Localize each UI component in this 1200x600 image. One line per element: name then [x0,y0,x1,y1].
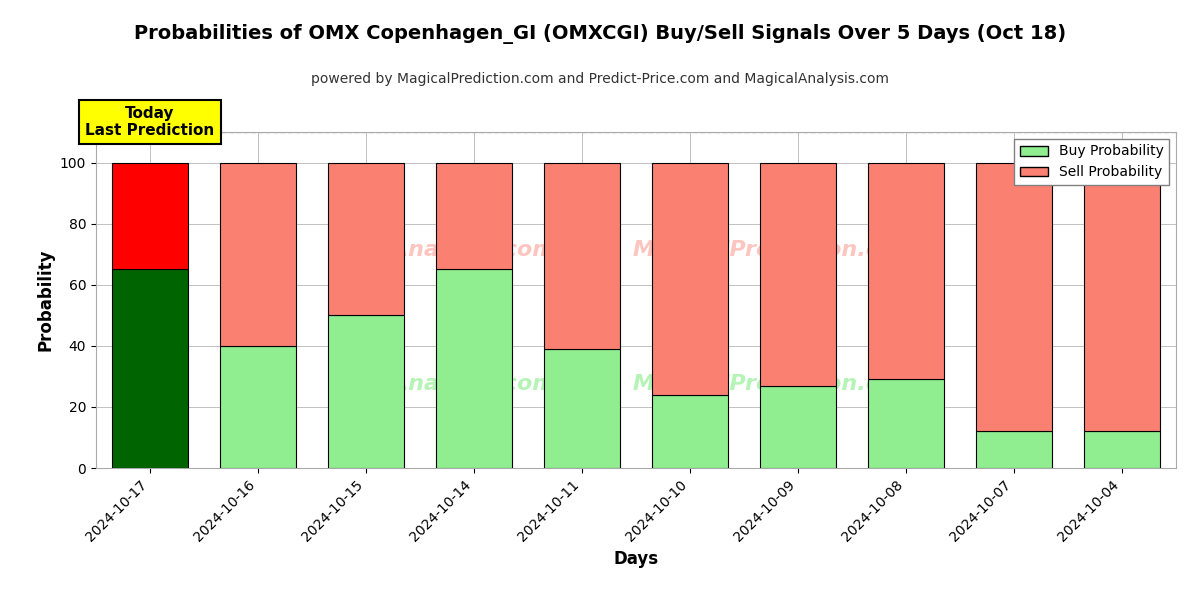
Legend: Buy Probability, Sell Probability: Buy Probability, Sell Probability [1014,139,1169,185]
Bar [653,395,728,468]
Text: Probabilities of OMX Copenhagen_GI (OMXCGI) Buy/Sell Signals Over 5 Days (Oct 18: Probabilities of OMX Copenhagen_GI (OMXC… [134,24,1066,44]
Bar [113,163,188,269]
Text: Today
Last Prediction: Today Last Prediction [85,106,215,138]
Bar [1085,163,1159,431]
Bar [437,269,512,468]
Text: calAnalysis.com          MagicalPrediction.com: calAnalysis.com MagicalPrediction.com [355,239,917,260]
Y-axis label: Probability: Probability [36,249,54,351]
Text: powered by MagicalPrediction.com and Predict-Price.com and MagicalAnalysis.com: powered by MagicalPrediction.com and Pre… [311,72,889,86]
Bar [761,163,836,386]
Bar [869,379,944,468]
Bar [329,315,403,468]
Bar [977,431,1051,468]
Bar [977,163,1051,431]
Bar [113,269,188,468]
Bar [437,163,512,269]
Bar [221,346,296,468]
Bar [221,163,296,346]
Bar [545,349,619,468]
Text: calAnalysis.com          MagicalPrediction.com: calAnalysis.com MagicalPrediction.com [355,374,917,394]
X-axis label: Days: Days [613,550,659,568]
Bar [761,386,836,468]
Bar [1085,431,1159,468]
Bar [545,163,619,349]
Bar [869,163,944,379]
Bar [329,163,403,315]
Bar [653,163,728,395]
